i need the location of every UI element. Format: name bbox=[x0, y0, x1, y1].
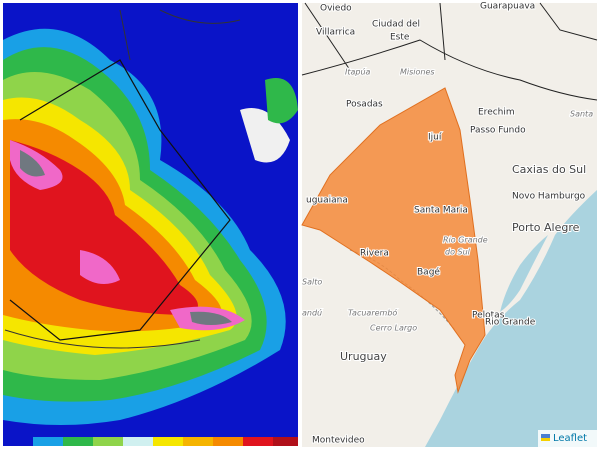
place-label: Guarapuava bbox=[480, 2, 535, 12]
place-label: Rio Grande bbox=[443, 236, 488, 245]
ocean bbox=[425, 190, 597, 447]
place-label: andú bbox=[302, 309, 322, 318]
alert-map[interactable]: Oviedo Guarapuava Villarrica Ciudad del Este… bbox=[301, 1, 598, 448]
precipitation-map bbox=[3, 3, 298, 446]
place-label: Erechim bbox=[478, 108, 515, 118]
place-label: Villarrica bbox=[316, 28, 355, 38]
place-label: Este bbox=[390, 33, 410, 43]
place-label: Ciudad del bbox=[372, 20, 420, 30]
place-label: uguaiana bbox=[306, 196, 348, 206]
place-label: Posadas bbox=[346, 100, 383, 110]
place-label: Novo Hamburgo bbox=[512, 192, 586, 202]
place-label: Rivera bbox=[360, 249, 389, 259]
alert-area[interactable] bbox=[301, 87, 486, 394]
place-label: Santa Maria bbox=[414, 206, 468, 216]
place-label: Ijuí bbox=[428, 133, 442, 143]
place-label: Itapúa bbox=[345, 68, 371, 77]
place-label: Misiones bbox=[400, 68, 435, 77]
attribution-link[interactable]: Leaflet bbox=[553, 433, 587, 444]
place-label: Oviedo bbox=[320, 4, 352, 14]
place-label: do Sul bbox=[445, 248, 471, 257]
place-label: Caxias do Sul bbox=[512, 163, 586, 176]
place-label: Passo Fundo bbox=[470, 126, 526, 136]
place-label: Uruguay bbox=[340, 350, 387, 363]
place-label: Porto Alegre bbox=[512, 221, 580, 234]
place-label: Cerro Largo bbox=[370, 324, 417, 333]
place-label: Tacuarembó bbox=[348, 308, 397, 318]
place-label: Montevideo bbox=[312, 436, 365, 446]
place-label: Rio Grande bbox=[485, 318, 536, 328]
color-scale bbox=[3, 437, 298, 446]
place-label: Pelotas bbox=[472, 311, 505, 321]
place-label: Bagé bbox=[417, 267, 440, 278]
lagoon bbox=[500, 235, 548, 312]
place-label: Salto bbox=[302, 278, 322, 287]
place-label: Santa bbox=[570, 110, 593, 119]
